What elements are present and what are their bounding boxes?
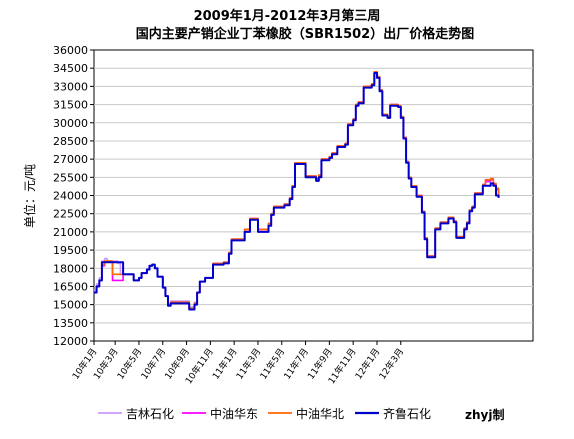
y-tick-label: 25500 [53,171,88,184]
y-tick-label: 31500 [53,99,88,112]
y-tick-label: 24000 [53,190,88,203]
y-tick-label: 21000 [53,226,88,239]
y-axis-ticks: 12000 13500 15000 16500 18000 19500 21000 22500… [53,44,94,348]
legend-label: 齐鲁石化 [383,406,431,421]
y-tick-label: 19500 [53,244,88,257]
x-axis-ticks: 10年1月10年3月10年5月10年7月10年9月10年11月11年1月11年3… [69,341,406,386]
y-tick-label: 16500 [53,280,88,293]
y-tick-label: 15000 [53,299,88,312]
y-tick-label: 36000 [53,44,88,57]
y-tick-label: 28500 [53,135,88,148]
y-tick-label: 30000 [53,117,88,130]
y-tick-label: 18000 [53,262,88,275]
y-tick-label: 13500 [53,317,88,330]
series-lines [94,71,500,311]
y-axis-label: 单位：元/吨 [22,164,37,228]
legend: 吉林石化 中油华东 中油华北 齐鲁石化 [98,406,431,421]
legend-label: 吉林石化 [126,407,174,421]
legend-label: 中油华东 [210,406,258,421]
legend-label: 中油华北 [296,406,344,421]
y-tick-label: 27000 [53,153,88,166]
chart-title: 2009年1月-2012年3月第三周 [194,8,381,24]
y-tick-label: 34500 [53,62,88,75]
y-tick-label: 33000 [53,80,88,93]
x-tick-label: 12年3月 [376,346,406,382]
y-tick-label: 22500 [53,208,88,221]
chart-subtitle: 国内主要产销企业丁苯橡胶（SBR1502）出厂价格走势图 [136,26,474,42]
series-line-4 [94,72,500,311]
credit-label: zhyj制 [465,407,504,422]
y-tick-label: 12000 [53,335,88,348]
